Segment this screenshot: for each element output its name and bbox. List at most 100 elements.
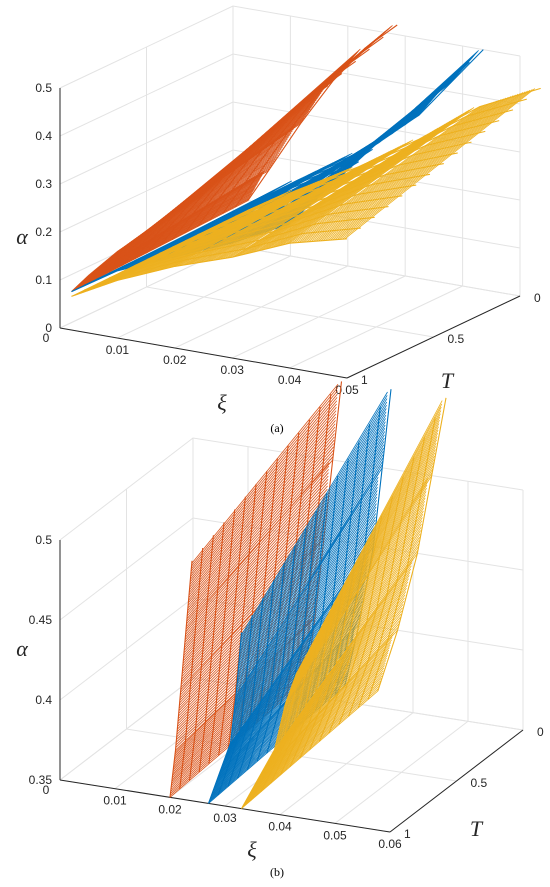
surface-line [286,107,475,245]
surface-line [239,411,387,652]
z-axis-label: α [16,636,28,661]
surface-line [247,667,385,798]
surface-series-0 [71,24,398,293]
surface-line [303,101,495,243]
surface-line [188,420,336,593]
surface-line [301,102,493,243]
surface-line [233,500,377,716]
surface-line [252,649,390,790]
surface-line [337,90,528,240]
surface-line [186,453,334,619]
surface-line [227,140,411,259]
y-axis-label: T [470,816,484,841]
surface-line [231,519,376,728]
x-tick-label: 0.04 [268,820,292,834]
surface-line [238,421,386,660]
surface-line [189,410,337,585]
surface-line [288,449,436,694]
axes [59,540,524,833]
x-tick-label: 0 [43,331,50,345]
z-tick-label: 0.3 [35,177,52,191]
surface-line [187,439,335,609]
surface-line [183,495,328,654]
surface-line [185,469,330,633]
surface-line [191,383,339,564]
surface-line [244,680,381,804]
surface-line [313,98,504,242]
surface-line [182,515,326,669]
surface-line [243,683,381,806]
surface-line [237,441,385,675]
surface-line [231,532,375,736]
tick-labels: 0 0.1 0.2 0.3 0.4 0.5 0 0.01 0.02 0.03 0.04 0.051 0.… [35,81,541,397]
surface-line [237,447,384,681]
y-tick-label: 0.5 [448,332,465,346]
surface-line [175,607,317,743]
x-axis [59,327,348,379]
x-tick-label: 0 [43,783,50,797]
surface-line [339,89,531,240]
surface-line [240,391,388,636]
z-tick-label: 0.5 [35,533,52,547]
surface-line [182,508,327,664]
y-axis [346,295,521,379]
surface-line [279,517,423,729]
surface-line [285,475,433,704]
surface-line [185,472,329,635]
z-tick-label: 0.4 [35,693,52,707]
surface-line [306,100,497,243]
surface-line [253,644,391,787]
surface-line [184,479,329,640]
surface-line [298,103,490,243]
surface-line [254,642,392,786]
surface-series-0 [169,381,343,798]
z-tick-label: 0.1 [35,273,52,287]
surface-line [244,678,382,803]
x-tick-label: 0.04 [278,373,302,387]
surface-line [172,642,310,771]
surface-line [233,496,378,714]
surface-line [190,403,337,580]
surface-line [187,436,335,606]
x-tick-label: 0.06 [378,837,402,851]
surface-line [252,647,390,789]
surface-line [259,623,400,778]
tick-labels: 0.35 0.4 0.45 0.5 0 0.01 0.02 0.03 0.04 0.05 0.061… [29,533,544,851]
z-tick-label: 0.4 [35,129,52,143]
surface-line [255,637,393,784]
surface-line [231,523,376,730]
surface-line [269,575,410,759]
surface-line [234,486,378,708]
y-tick-label: 1 [404,827,411,841]
surface-line [257,629,398,780]
surface-line [263,604,404,770]
z-tick-label: 0.45 [29,613,53,627]
surface-line [281,504,425,722]
surface-line [240,401,388,644]
surface-line [187,443,335,612]
surface-line [288,452,436,695]
surface-line [278,520,423,731]
surface-line [281,500,426,720]
surface-line [190,400,338,577]
surface-line [172,167,353,268]
surface-line [232,516,376,726]
surface-line [232,513,377,724]
surface-line [231,526,376,732]
surface-line [274,549,419,749]
surface-line [275,543,420,745]
surface-line [286,462,434,699]
surface-line [327,93,519,241]
surface-line [318,96,509,242]
panel-caption: (a) [270,421,283,435]
surface-line [261,613,402,774]
surface-line [190,397,338,575]
x-tick-label: 0.02 [163,353,187,367]
axes [59,88,521,379]
surface-line [239,408,387,649]
surface-line [261,610,403,773]
x-axis-label: ξ [247,837,257,862]
surface-line [280,507,425,724]
z-tick-label: 0.5 [35,81,52,95]
